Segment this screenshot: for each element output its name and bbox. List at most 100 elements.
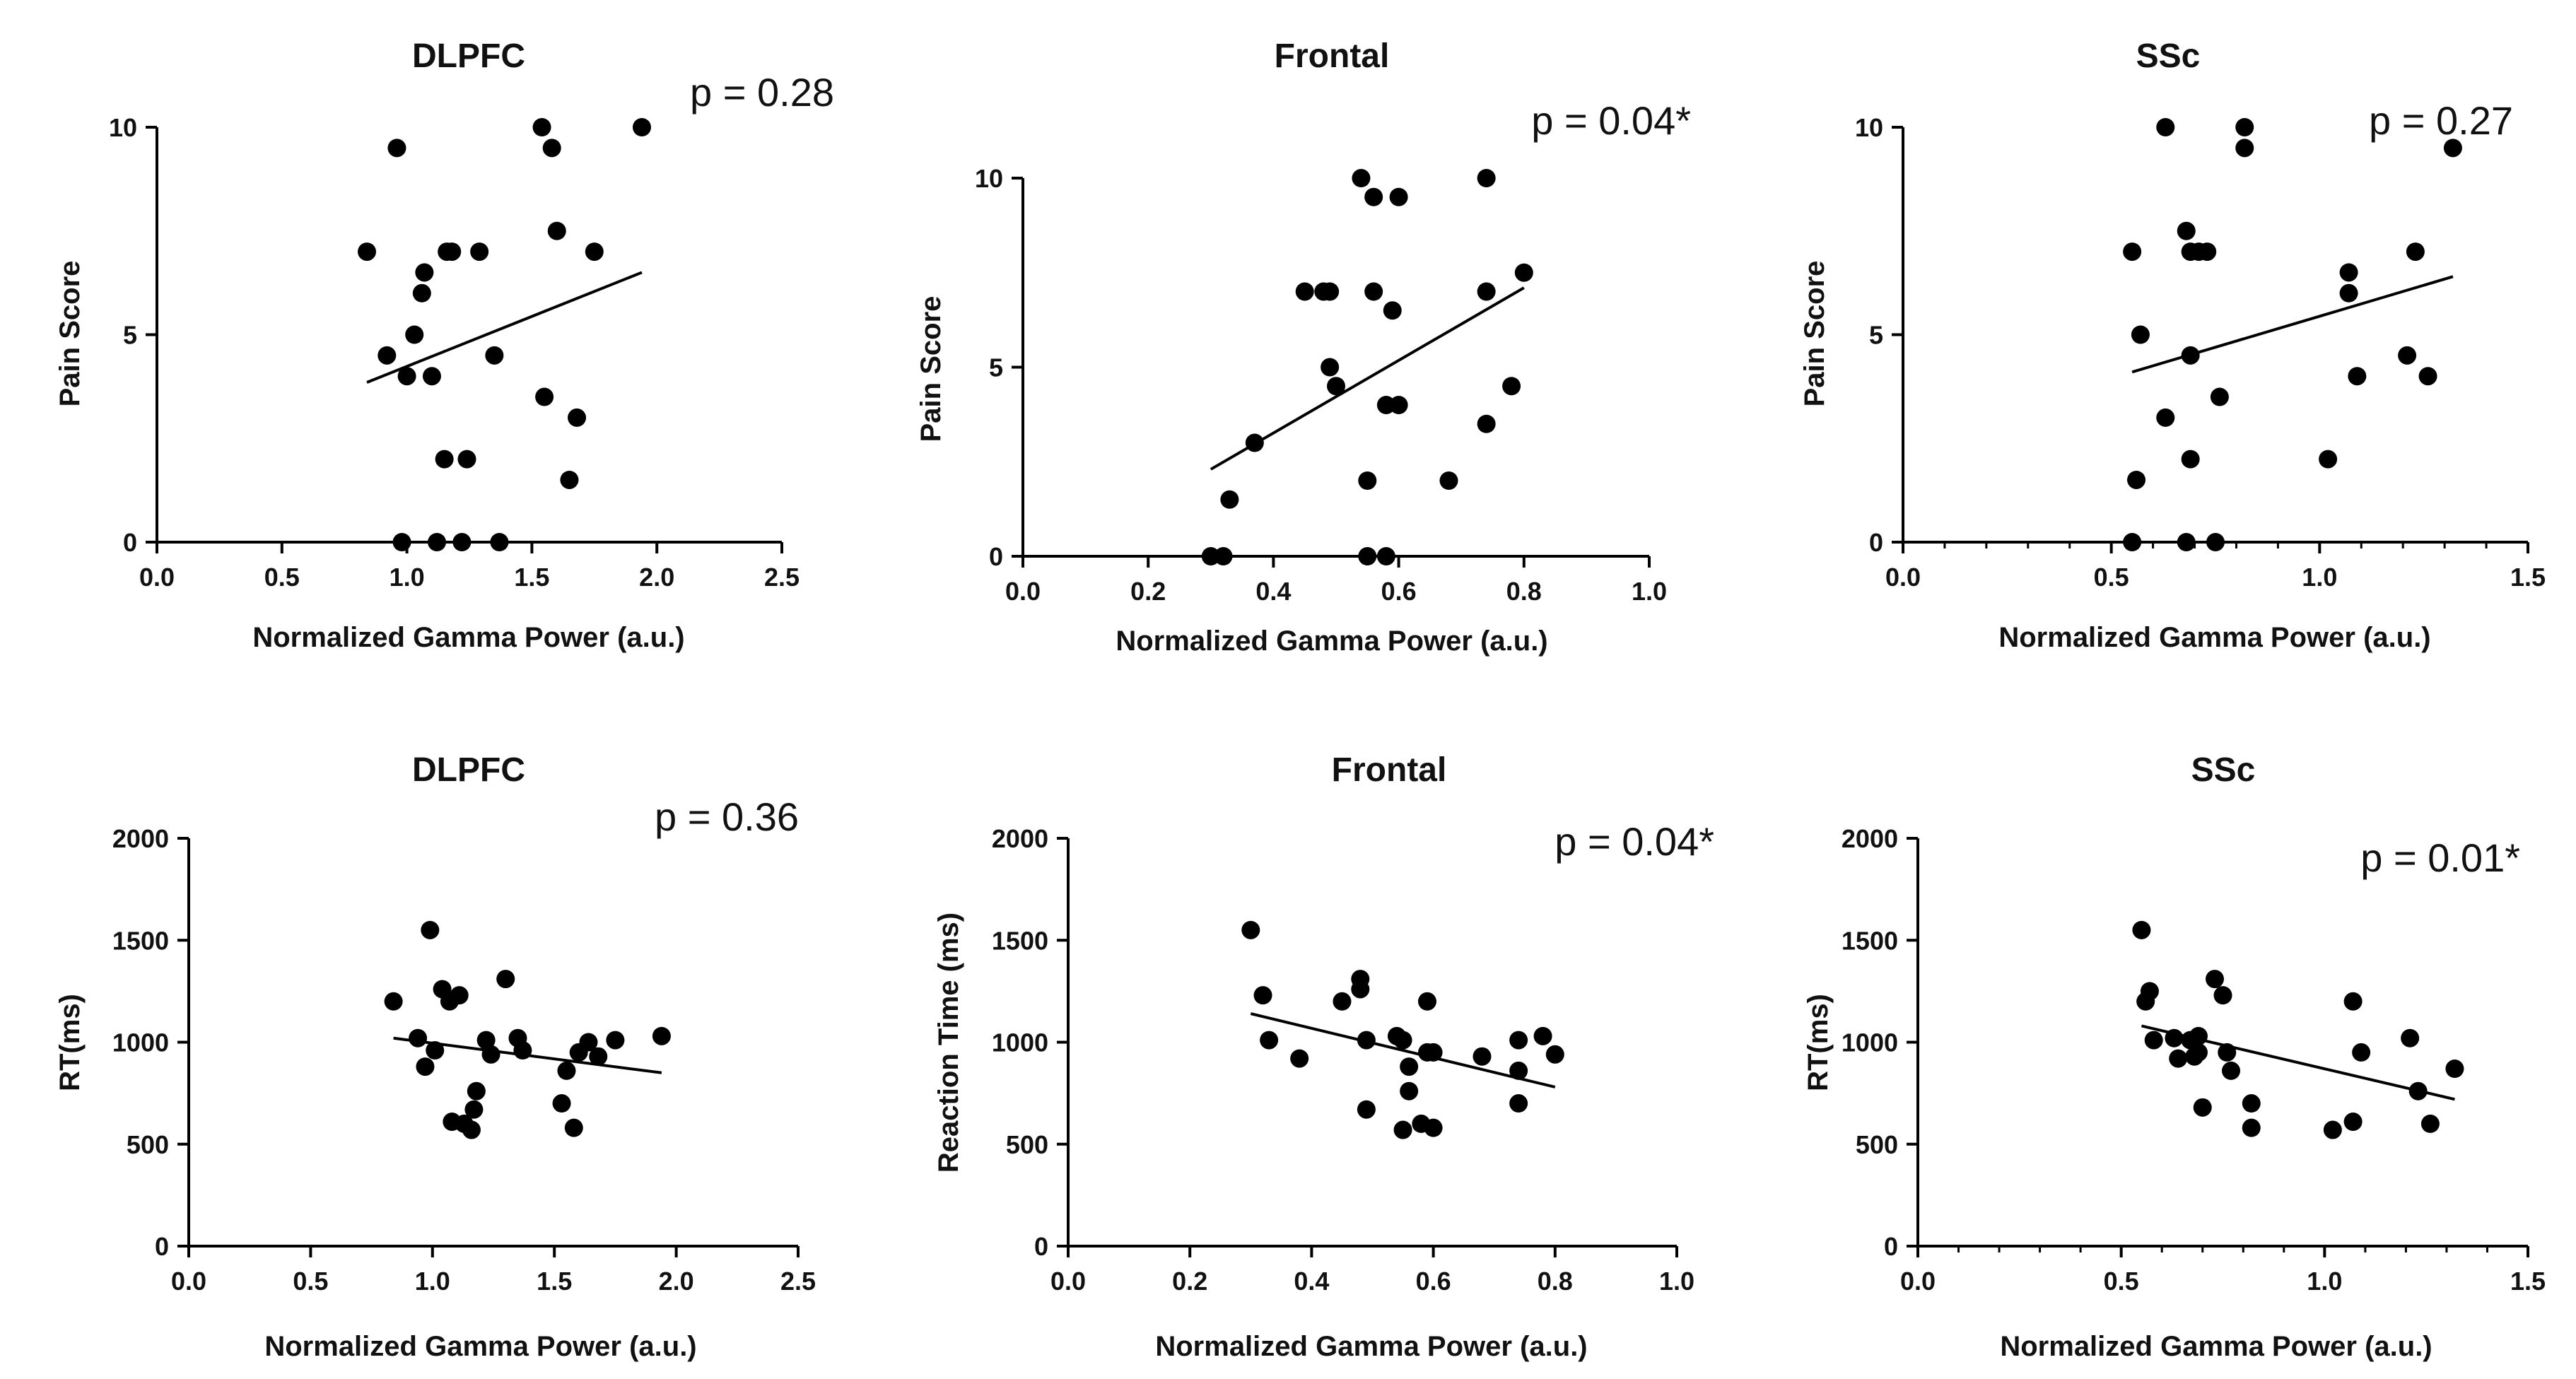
x-tick-label: 1.0 xyxy=(2302,563,2337,592)
p-value-annotation: p = 0.04* xyxy=(1531,98,1691,143)
data-point xyxy=(481,1045,500,1064)
data-point xyxy=(606,1031,625,1050)
data-point xyxy=(2408,1081,2428,1101)
data-point xyxy=(428,533,447,551)
data-point xyxy=(2169,1049,2188,1068)
data-point xyxy=(547,221,566,240)
panel-dlpfc-pain: DLPFC p = 0.28 Pain Score Normalized Gam… xyxy=(54,37,834,653)
panel-title: Frontal xyxy=(1332,751,1447,789)
p-value-annotation: p = 0.28 xyxy=(690,70,834,115)
data-point xyxy=(397,367,416,386)
y-tick-label: 10 xyxy=(1855,113,1883,142)
data-point xyxy=(1389,187,1408,206)
data-point xyxy=(2343,1113,2363,1132)
data-point xyxy=(579,1033,598,1052)
data-point xyxy=(2181,346,2200,365)
data-point xyxy=(1352,169,1371,187)
data-point xyxy=(2339,283,2358,303)
data-point xyxy=(2339,263,2358,282)
data-point xyxy=(2443,139,2462,158)
data-point xyxy=(589,1047,608,1066)
data-point xyxy=(452,533,472,551)
data-point xyxy=(1364,187,1383,206)
data-point xyxy=(1424,1118,1443,1137)
plot-area: 0.0 0.5 1.0 1.5 0 500 1000 1500 2000 xyxy=(1842,824,2546,1296)
x-tick-label: 1.0 xyxy=(1632,577,1667,606)
data-point xyxy=(1214,547,1233,565)
data-point xyxy=(2210,387,2229,406)
data-point xyxy=(384,992,403,1011)
data-point xyxy=(2127,470,2146,489)
data-point xyxy=(2401,1028,2420,1048)
data-point xyxy=(2144,1031,2163,1050)
data-point xyxy=(464,1100,484,1119)
plot-area: 0.0 0.5 1.0 1.5 2.0 2.5 0 5 10 xyxy=(109,113,800,592)
data-point xyxy=(1253,986,1272,1005)
data-point xyxy=(426,1041,445,1060)
data-point xyxy=(2193,1098,2212,1117)
data-point xyxy=(1220,490,1239,509)
x-tick-label: 1.5 xyxy=(2510,563,2546,592)
data-point xyxy=(1327,377,1345,396)
data-point xyxy=(2123,533,2142,551)
data-point xyxy=(2177,221,2196,240)
x-axis-label: Normalized Gamma Power (a.u.) xyxy=(1155,1331,1587,1362)
data-point xyxy=(1241,920,1260,939)
data-point xyxy=(2323,1120,2342,1139)
p-value-annotation: p = 0.01* xyxy=(2360,835,2520,880)
data-point xyxy=(1424,1043,1443,1062)
x-tick-label: 1.0 xyxy=(390,563,425,592)
panel-ssc-rt: SSc p = 0.01* RT(ms) Normalized Gamma Po… xyxy=(1803,751,2546,1362)
x-tick-label: 2.0 xyxy=(659,1267,694,1296)
x-axis-label: Normalized Gamma Power (a.u.) xyxy=(252,622,684,653)
panel-title: Frontal xyxy=(1275,37,1390,75)
data-point xyxy=(1333,992,1352,1011)
y-axis-label: Reaction Time (ms) xyxy=(933,913,964,1173)
data-point xyxy=(2156,408,2175,427)
data-point xyxy=(412,283,431,303)
y-tick-label: 500 xyxy=(1856,1130,1898,1159)
x-tick-label: 0.4 xyxy=(1255,577,1291,606)
y-tick-label: 1000 xyxy=(1842,1028,1898,1057)
y-tick-label: 0 xyxy=(1034,1232,1048,1261)
y-tick-label: 1500 xyxy=(1842,926,1898,955)
data-point xyxy=(462,1120,481,1139)
regression-line xyxy=(1250,1012,1556,1088)
x-tick-label: 2.5 xyxy=(780,1267,816,1296)
y-tick-label: 0 xyxy=(155,1232,169,1261)
data-point xyxy=(532,118,551,136)
y-tick-label: 0 xyxy=(123,528,137,557)
data-point xyxy=(1389,396,1408,414)
y-tick-label: 0 xyxy=(989,542,1003,571)
data-point xyxy=(485,346,504,365)
data-point xyxy=(564,1118,583,1137)
data-point xyxy=(1357,1100,1376,1119)
y-tick-label: 10 xyxy=(109,113,137,142)
data-point xyxy=(2177,533,2196,551)
data-point xyxy=(416,1057,435,1076)
x-tick-label: 0.6 xyxy=(1381,577,1417,606)
data-point xyxy=(457,450,476,469)
data-point xyxy=(405,325,424,344)
x-tick-label: 1.5 xyxy=(2510,1267,2546,1296)
panel-title: DLPFC xyxy=(412,37,525,75)
data-point xyxy=(422,367,441,386)
x-tick-label: 0.0 xyxy=(139,563,175,592)
data-point xyxy=(2205,970,2224,989)
data-point xyxy=(1502,377,1521,396)
data-point xyxy=(409,1028,428,1048)
y-tick-label: 5 xyxy=(989,353,1003,382)
x-tick-label: 0.0 xyxy=(1885,563,1921,592)
data-point xyxy=(2343,992,2363,1011)
y-tick-label: 500 xyxy=(127,1130,169,1159)
data-point xyxy=(2406,242,2425,262)
x-tick-label: 0.5 xyxy=(293,1267,328,1296)
data-point xyxy=(560,470,579,489)
data-point xyxy=(2242,1118,2261,1137)
data-point xyxy=(1417,992,1436,1011)
y-axis-label: RT(ms) xyxy=(1803,994,1834,1091)
data-point xyxy=(1376,547,1395,565)
data-point xyxy=(2156,118,2175,136)
data-point xyxy=(1321,358,1340,377)
data-point xyxy=(1295,282,1314,301)
